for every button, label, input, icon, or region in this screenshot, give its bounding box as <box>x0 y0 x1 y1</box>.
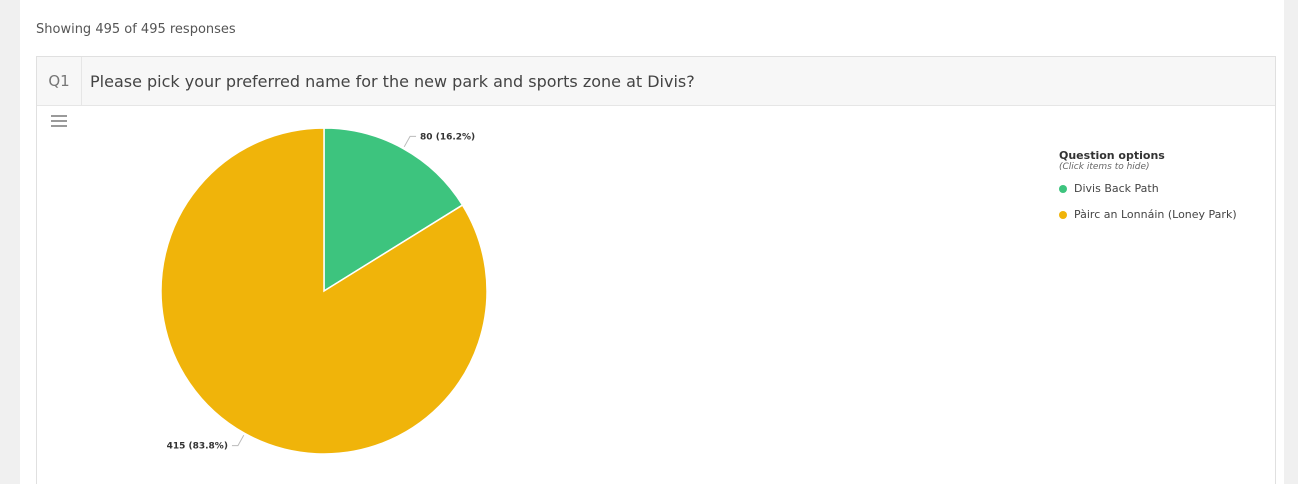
hamburger-menu-icon[interactable] <box>51 115 67 129</box>
legend-label: Divis Back Path <box>1074 182 1159 195</box>
pie-slice-divis-back-path[interactable] <box>323 127 464 293</box>
response-count: Showing 495 of 495 responses <box>36 22 236 37</box>
pie-data-label: 80 (16.2%) <box>420 132 475 142</box>
legend-item-loney-park[interactable]: Pàirc an Lonnáin (Loney Park) <box>1059 208 1249 222</box>
pie-chart: 80 (16.2%) 415 (83.8%) <box>160 127 488 455</box>
pie-data-label: 415 (83.8%) <box>167 442 228 452</box>
legend-subtitle: (Click items to hide) <box>1059 162 1150 172</box>
left-gutter <box>0 0 20 484</box>
question-header: Q1 Please pick your preferred name for t… <box>37 57 1275 106</box>
legend-item-divis-back-path[interactable]: Divis Back Path <box>1059 182 1249 196</box>
legend-dot-icon <box>1059 211 1067 219</box>
question-number: Q1 <box>37 57 82 105</box>
question-text: Please pick your preferred name for the … <box>90 71 695 91</box>
legend-title: Question options <box>1059 149 1165 162</box>
question-card: Q1 Please pick your preferred name for t… <box>36 56 1276 484</box>
right-gutter <box>1284 0 1298 484</box>
legend: Question options (Click items to hide) D… <box>1059 149 1249 234</box>
pie-leader-line <box>403 135 417 148</box>
pie-leader-line <box>231 434 245 447</box>
pie-slice-loney-park[interactable] <box>160 127 488 455</box>
legend-label: Pàirc an Lonnáin (Loney Park) <box>1074 208 1237 221</box>
legend-dot-icon <box>1059 185 1067 193</box>
